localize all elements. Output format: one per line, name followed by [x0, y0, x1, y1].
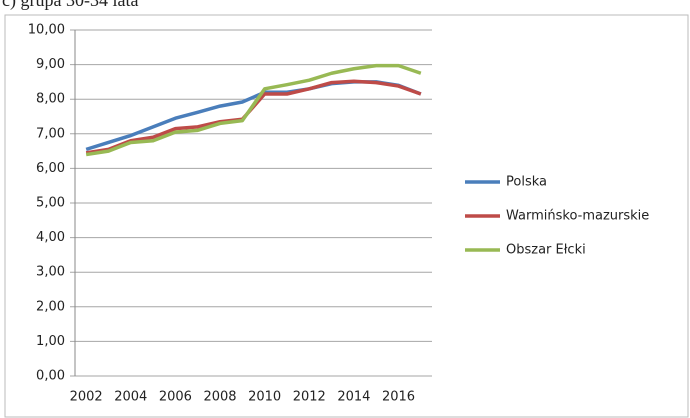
y-tick-label: 6,00: [36, 161, 65, 176]
y-tick-label: 3,00: [36, 265, 65, 280]
y-tick-label: 8,00: [36, 92, 65, 107]
legend-label: Polska: [506, 175, 547, 190]
x-tick-label: 2008: [203, 390, 236, 405]
x-tick-label: 2010: [248, 390, 281, 405]
y-tick-label: 4,00: [36, 230, 65, 245]
y-tick-label: 2,00: [36, 299, 65, 314]
chart-title: c) grupa 30-34 lata: [2, 0, 138, 11]
y-tick-label: 7,00: [36, 126, 65, 141]
x-tick-label: 2004: [114, 390, 147, 405]
x-tick-label: 2012: [293, 390, 326, 405]
series-line: [85, 63, 422, 157]
x-tick-label: 2002: [70, 390, 103, 405]
y-tick-label: 5,00: [36, 196, 65, 211]
y-tick-label: 10,00: [28, 23, 65, 38]
legend-label: Obszar Ełcki: [506, 243, 586, 258]
x-tick-label: 2014: [337, 390, 370, 405]
y-tick-label: 0,00: [36, 369, 65, 384]
y-tick-label: 9,00: [36, 57, 65, 72]
x-tick-label: 2016: [382, 390, 415, 405]
y-tick-label: 1,00: [36, 334, 65, 349]
x-tick-label: 2006: [159, 390, 192, 405]
legend-label: Warmińsko-mazurskie: [506, 209, 649, 224]
